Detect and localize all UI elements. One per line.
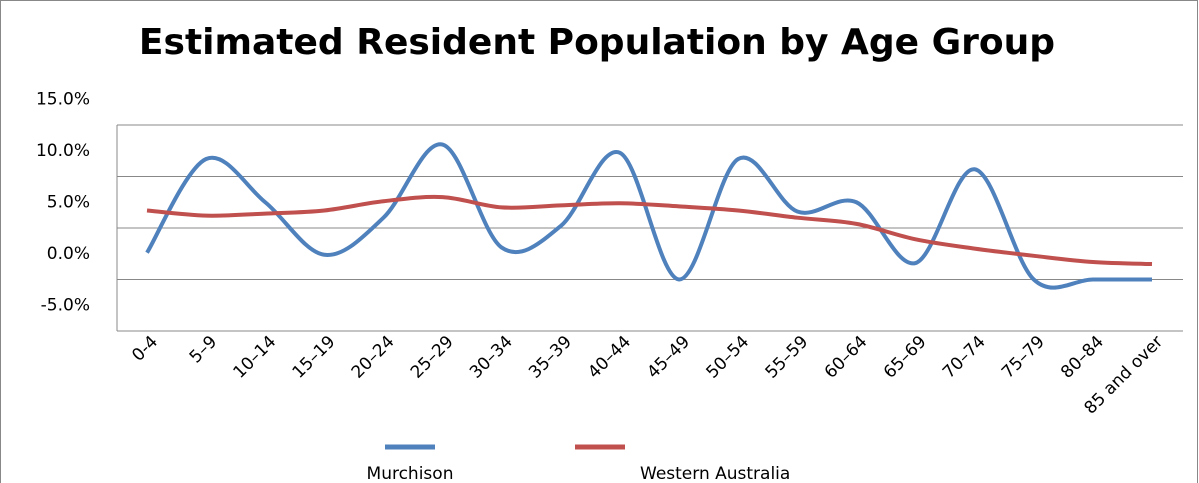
series-line (145, 142, 1152, 290)
chart-title: Estimated Resident Population by Age Gro… (139, 22, 1055, 63)
y-tick-label: 0.0% (47, 244, 90, 264)
series-line (146, 194, 1153, 267)
legend-label: Murchison (367, 464, 454, 483)
y-tick-label: -5.0% (41, 295, 90, 315)
y-tick-label: 10.0% (36, 141, 90, 161)
legend-label: Western Australia (640, 464, 790, 483)
y-tick-label: 15.0% (36, 89, 90, 109)
y-tick-label: 5.0% (47, 192, 90, 212)
